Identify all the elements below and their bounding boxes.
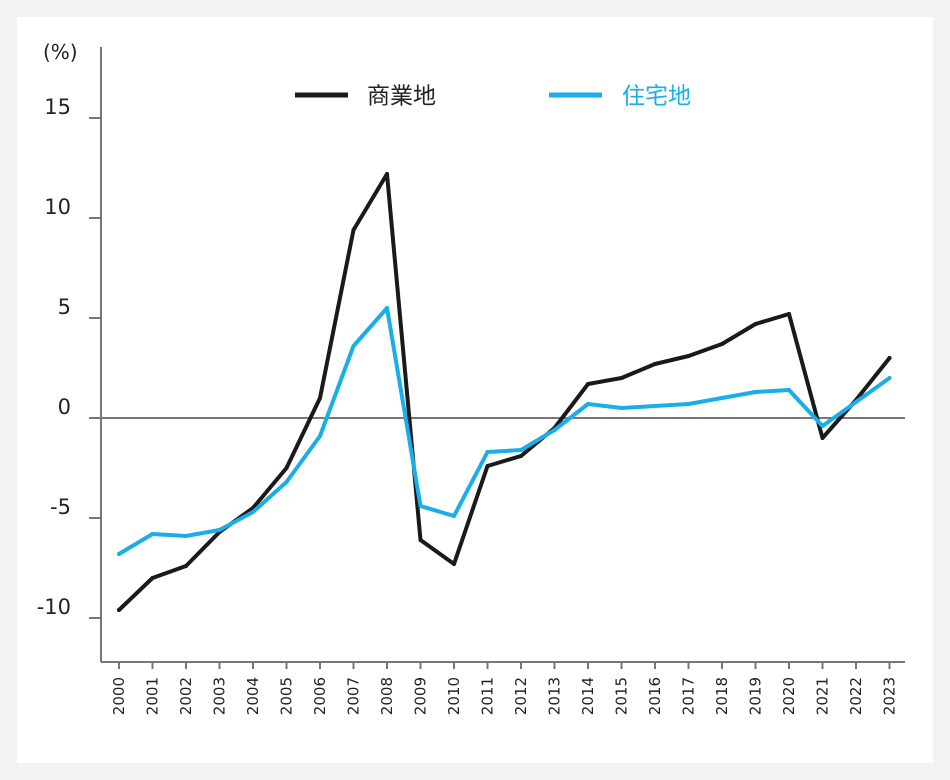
data-point-1 <box>887 356 892 360</box>
x-tick-label: 2015 <box>613 677 631 715</box>
x-tick-label: 2018 <box>713 677 731 715</box>
data-point-1 <box>351 228 356 232</box>
data-point-2 <box>184 534 188 538</box>
data-point-2 <box>586 402 590 406</box>
data-point-1 <box>686 354 691 358</box>
legend-label-2: 住宅地 <box>622 84 691 110</box>
y-tick-label: 15 <box>44 95 71 119</box>
data-point-2 <box>753 390 758 394</box>
y-tick-label: 10 <box>44 195 71 219</box>
data-point-2 <box>318 434 322 438</box>
x-tick-label: 2020 <box>780 677 798 715</box>
data-point-2 <box>887 376 892 380</box>
x-tick-label: 2012 <box>512 677 530 715</box>
legend: 商業地 住宅地 <box>295 84 691 110</box>
data-point-2 <box>519 448 523 452</box>
data-point-2 <box>854 400 858 404</box>
x-tick-label: 2017 <box>680 677 698 715</box>
data-point-1 <box>418 538 423 542</box>
x-tick-label: 2010 <box>445 677 463 715</box>
series-line-2 <box>117 306 892 556</box>
y-unit-label: (%) <box>43 40 78 64</box>
data-point-2 <box>452 514 456 518</box>
data-point-2 <box>552 428 557 432</box>
x-tick-label: 2014 <box>579 677 597 715</box>
data-point-1 <box>586 382 590 386</box>
series-line-1 <box>117 172 892 612</box>
chart-svg: (%) 15 10 5 0 -5 -10 2000 2001 2002 2003 2004 2005 20… <box>37 40 905 715</box>
x-tick-label: 2001 <box>144 677 162 715</box>
x-tick-label: 2004 <box>244 677 262 715</box>
y-tick-label: 0 <box>58 395 71 419</box>
data-point-2 <box>787 388 791 392</box>
x-tick-label: 2019 <box>747 677 765 715</box>
data-point-1 <box>284 466 289 470</box>
x-tick-label: 2008 <box>378 677 396 715</box>
data-point-2 <box>720 396 724 400</box>
x-tick-label: 2013 <box>546 677 564 715</box>
data-point-1 <box>150 576 155 580</box>
axes: (%) 15 10 5 0 -5 -10 2000 2001 2002 2003 2004 2005 20… <box>37 40 905 715</box>
data-point-2 <box>117 552 121 556</box>
data-point-2 <box>820 424 825 428</box>
chart-panel: (%) 15 10 5 0 -5 -10 2000 2001 2002 2003 2004 2005 20… <box>17 17 933 763</box>
data-point-1 <box>385 172 389 176</box>
x-tick-label: 2011 <box>479 677 497 715</box>
x-tick-label: 2009 <box>412 677 430 715</box>
data-point-1 <box>485 464 490 468</box>
data-point-1 <box>519 454 523 458</box>
data-point-2 <box>150 532 155 536</box>
x-tick-label: 2006 <box>311 677 329 715</box>
data-point-1 <box>720 342 724 346</box>
data-point-2 <box>251 510 255 514</box>
x-tick-label: 2007 <box>345 677 363 715</box>
data-point-1 <box>820 436 825 440</box>
x-tick-label: 2021 <box>814 677 832 715</box>
x-tick-label: 2005 <box>278 677 296 715</box>
data-point-1 <box>753 322 758 326</box>
series-lines <box>117 172 892 612</box>
data-point-1 <box>184 564 188 568</box>
x-tick-label: 2003 <box>211 677 229 715</box>
data-point-2 <box>351 344 356 348</box>
data-point-2 <box>686 402 691 406</box>
x-tick-label: 2022 <box>847 677 865 715</box>
data-point-2 <box>385 306 389 310</box>
data-point-1 <box>653 362 657 366</box>
x-tick-label: 2002 <box>177 677 195 715</box>
data-point-1 <box>318 396 322 400</box>
x-tick-label: 2000 <box>110 677 128 715</box>
data-point-1 <box>787 312 791 316</box>
data-point-2 <box>485 450 490 454</box>
data-point-2 <box>217 528 222 532</box>
data-point-1 <box>452 562 456 566</box>
y-tick-label: -10 <box>37 595 71 619</box>
data-point-2 <box>418 504 423 508</box>
x-tick-label: 2023 <box>881 677 899 715</box>
data-point-2 <box>653 404 657 408</box>
data-point-1 <box>117 608 121 612</box>
y-tick-label: -5 <box>50 495 71 519</box>
data-point-2 <box>284 480 289 484</box>
x-tick-label: 2016 <box>646 677 664 715</box>
data-point-1 <box>619 376 624 380</box>
legend-label-1: 商業地 <box>367 84 436 110</box>
y-tick-label: 5 <box>58 295 71 319</box>
data-point-2 <box>619 406 624 410</box>
